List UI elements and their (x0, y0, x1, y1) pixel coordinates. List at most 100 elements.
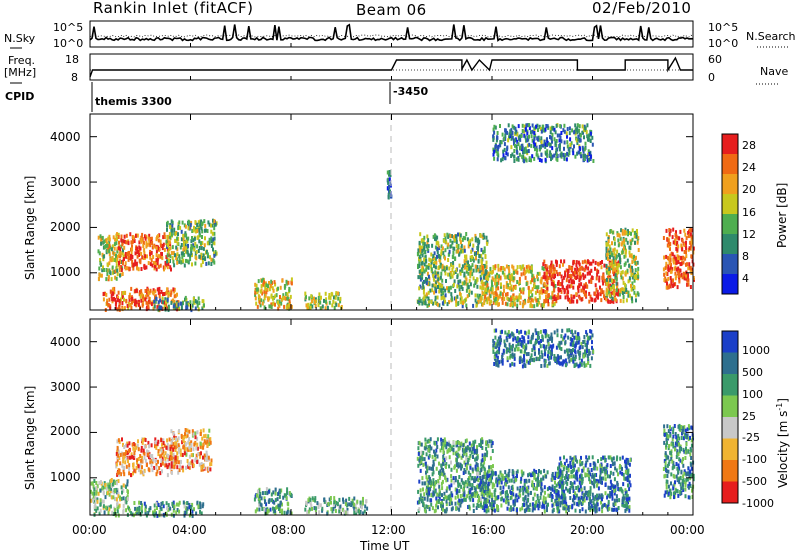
power-cell (579, 271, 582, 276)
velocity-cell (97, 491, 100, 496)
xtick-0: 00:00 (72, 523, 107, 537)
power-cell (465, 232, 468, 236)
power-cell (528, 289, 530, 294)
velocity-cell (123, 472, 126, 477)
velocity-cell (456, 452, 459, 457)
velocity-cell (531, 508, 534, 513)
power-cell (427, 244, 430, 249)
velocity-cell (201, 443, 204, 448)
power-cell (260, 284, 263, 289)
power-cell (460, 249, 463, 254)
power-cell (492, 277, 495, 282)
power-cell (614, 262, 617, 267)
power-cell (418, 257, 420, 261)
velocity-cell (161, 461, 164, 466)
velocity-cell (309, 497, 312, 502)
power-cell (151, 241, 154, 245)
power-cell (181, 220, 184, 225)
power-cell (490, 270, 493, 275)
power-cell (570, 273, 573, 278)
velocity-cell (494, 496, 497, 501)
velocity-cell (130, 511, 133, 516)
velocity-cell (172, 513, 175, 518)
velocity-cell (175, 510, 178, 515)
power-cell (263, 283, 266, 288)
velocity-cell (428, 445, 430, 450)
power-cell (563, 287, 566, 292)
velocity-cell (476, 455, 479, 460)
power-cell (536, 123, 539, 128)
velocity-cell (437, 479, 440, 484)
power-cell (106, 272, 109, 277)
power-cell (425, 258, 428, 263)
power-cell (106, 241, 108, 246)
power-cell (451, 268, 454, 272)
power-cell (634, 261, 637, 265)
power-cell (128, 250, 130, 255)
power-cell (423, 242, 426, 247)
power-cell (667, 238, 670, 243)
power-cell (187, 236, 190, 241)
velocity-cell (429, 487, 432, 492)
power-cell (553, 294, 556, 299)
power-cell (573, 280, 575, 285)
velocity-cell (496, 483, 499, 488)
power-cell (418, 260, 421, 265)
velocity-cell (460, 466, 463, 471)
power-cell (178, 254, 181, 259)
power-cell (449, 238, 452, 243)
power-cell (256, 304, 259, 309)
velocity-cell (116, 509, 119, 514)
power-cell (466, 267, 469, 271)
velocity-cell (274, 509, 276, 514)
velocity-cell (520, 476, 523, 481)
velocity-cell (489, 502, 492, 507)
velocity-cell (134, 469, 137, 474)
power-cell (607, 242, 609, 247)
power-cell (424, 301, 427, 306)
power-cell (458, 232, 461, 237)
power-cell (681, 275, 684, 280)
velocity-cell (496, 507, 499, 512)
power-cell (170, 219, 173, 224)
power-cell (530, 265, 533, 270)
cpid-entry-0: themis 3300 (95, 95, 172, 108)
power-cell (588, 291, 591, 296)
power-cell (581, 124, 584, 129)
velocity-cell (531, 502, 534, 507)
velocity-cell (490, 492, 493, 497)
power-cell (505, 264, 508, 269)
velocity-cell (455, 506, 458, 511)
velocity-cell (499, 470, 502, 475)
power-cell (677, 266, 680, 271)
power-cell (158, 306, 161, 311)
velocity-cell (182, 500, 185, 505)
power-cell (447, 242, 450, 247)
power-cell (561, 282, 564, 287)
power-cell (551, 264, 554, 269)
velocity-cell (445, 495, 448, 500)
power-cell (115, 300, 118, 305)
velocity-cell (207, 467, 210, 472)
velocity-cell (458, 482, 461, 487)
power-cell (523, 156, 526, 161)
power-cell (284, 296, 287, 301)
velocity-cell (500, 503, 503, 508)
velocity-cell (423, 481, 426, 486)
power-cell (631, 260, 634, 265)
velocity-cell (111, 482, 114, 487)
power-cell (170, 251, 173, 255)
power-cell (631, 296, 633, 301)
power-cell (506, 283, 509, 288)
velocity-cell (541, 501, 544, 506)
velocity-cell (194, 435, 197, 440)
velocity-cell (551, 484, 554, 489)
power-cell (171, 245, 174, 250)
power-cell (555, 152, 558, 157)
power-cell (480, 296, 483, 301)
velocity-cell (461, 480, 464, 485)
velocity-cell (202, 463, 205, 468)
velocity-cell (133, 501, 136, 505)
power-cell (106, 298, 109, 303)
power-cell (555, 148, 558, 153)
